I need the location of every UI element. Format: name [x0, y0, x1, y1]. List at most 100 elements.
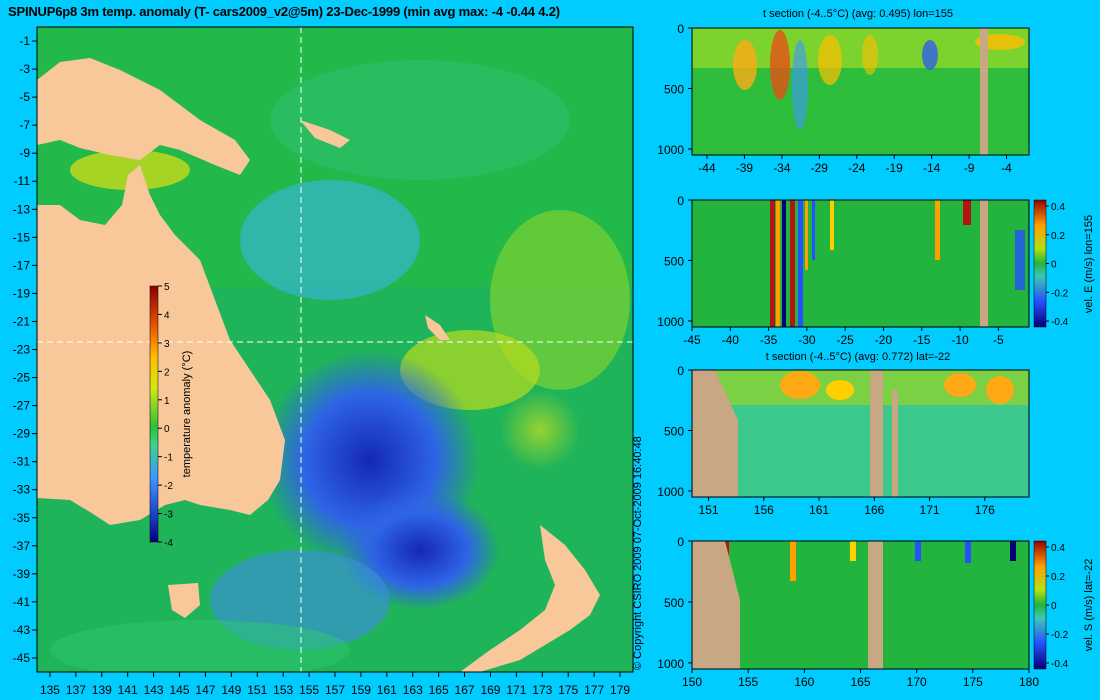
panel-3-temp-section: [691, 369, 1030, 498]
map-lon-tick-label: 147: [195, 683, 215, 697]
panel-4-colorbar-label: vel. S (m/s) lat=-22: [1083, 559, 1095, 652]
velocity-colorbar-tick-label: 0.4: [1051, 543, 1065, 554]
section-x-tick-label: -19: [886, 161, 904, 175]
colorbar-tick-label: 4: [164, 310, 170, 321]
panel-4-colorbar: [1033, 540, 1047, 670]
map-lon-tick-label: 167: [455, 683, 475, 697]
new-caledonia-land: [425, 315, 450, 340]
section-x-tick-label: -30: [798, 333, 816, 347]
new-zealand-land: [460, 525, 600, 672]
section-y-tick-label: 0: [677, 22, 684, 36]
map-lat-tick-label: -9: [19, 146, 30, 160]
velocity-colorbar-tick-label: -0.2: [1051, 630, 1069, 641]
map-lat-tick-label: -15: [13, 230, 31, 244]
map-lat-tick-label: -39: [13, 567, 31, 581]
map-lat-tick-label: -45: [13, 651, 31, 665]
velocity-colorbar-tick-label: 0.2: [1051, 231, 1065, 242]
panel-2-velocity-section: [691, 199, 1030, 328]
section-x-tick-label: 175: [963, 675, 983, 689]
section-x-tick-label: 150: [682, 675, 702, 689]
section-x-tick-label: -34: [773, 161, 791, 175]
map-lat-tick-label: -27: [13, 399, 31, 413]
section-x-tick-label: -15: [913, 333, 931, 347]
panel-2-ticks: -45 -40 -35 -30 -25 -20 -15 -10 -5 0 500 1000: [657, 194, 1004, 347]
section-x-tick-label: 156: [754, 503, 774, 517]
map-lat-tick-label: -17: [13, 258, 31, 272]
map-lat-tick-label: -1: [19, 34, 30, 48]
panel-2-colorbar-label: vel. E (m/s) lon=155: [1083, 215, 1095, 313]
colorbar-tick-label: 5: [164, 282, 170, 293]
map-lon-tick-label: 155: [299, 683, 319, 697]
map-lon-tick-label: 165: [429, 683, 449, 697]
section-x-tick-label: 151: [699, 503, 719, 517]
map-lon-tick-label: 149: [221, 683, 241, 697]
map-lat-tick-label: -21: [13, 314, 31, 328]
section-y-tick-label: 0: [677, 194, 684, 208]
section-x-tick-label: 171: [920, 503, 940, 517]
new-guinea-land: [37, 58, 250, 175]
section-x-tick-label: 155: [738, 675, 758, 689]
panel-2-colorbar-ticks: 0.4 0.2 0 -0.2 -0.4: [1046, 202, 1069, 328]
map-lon-tick-label: 161: [377, 683, 397, 697]
section-x-tick-label: -40: [722, 333, 740, 347]
map-lon-tick-label: 179: [610, 683, 630, 697]
section-x-tick-label: -35: [760, 333, 778, 347]
section-y-tick-label: 500: [664, 82, 684, 96]
map-lat-tick-label: -29: [13, 427, 31, 441]
tasmania-land: [168, 583, 200, 618]
map-lat-tick-label: -25: [13, 371, 31, 385]
colorbar-tick-label: 1: [164, 396, 170, 407]
map-lon-tick-label: 175: [558, 683, 578, 697]
australia-land: [37, 165, 285, 525]
section-y-tick-label: 1000: [657, 657, 684, 671]
section-x-tick-label: -14: [923, 161, 941, 175]
page-title: SPINUP6p8 3m temp. anomaly (T- cars2009_…: [8, 4, 560, 19]
panel-4-ticks: 150 155 160 165 170 175 180 0 500 1000: [657, 535, 1039, 689]
section-x-tick-label: 170: [907, 675, 927, 689]
map-lon-tick-label: 159: [351, 683, 371, 697]
solomon-islands-land: [300, 120, 350, 148]
temperature-colorbar: [149, 285, 159, 543]
section-y-tick-label: 1000: [657, 143, 684, 157]
section-x-tick-label: -39: [736, 161, 754, 175]
velocity-colorbar-tick-label: -0.4: [1051, 659, 1069, 670]
map-lat-tick-label: -3: [19, 62, 30, 76]
map-lat-tick-label: -37: [13, 539, 31, 553]
velocity-colorbar-tick-label: -0.2: [1051, 288, 1069, 299]
section-x-tick-label: -29: [811, 161, 829, 175]
section-x-tick-label: -9: [964, 161, 975, 175]
colorbar-tick-label: -2: [164, 481, 173, 492]
velocity-colorbar-tick-label: 0: [1051, 601, 1057, 612]
section-x-tick-label: -44: [698, 161, 716, 175]
map-lat-tick-label: -5: [19, 90, 30, 104]
section-x-tick-label: 165: [850, 675, 870, 689]
section-x-tick-label: 180: [1019, 675, 1039, 689]
panel-4-velocity-section: [691, 540, 1030, 670]
map-lat-tick-label: -13: [13, 202, 31, 216]
section-x-tick-label: -20: [875, 333, 893, 347]
map-lat-tick-label: -35: [13, 511, 31, 525]
map-lon-tick-label: 151: [247, 683, 267, 697]
section-x-tick-label: -25: [837, 333, 855, 347]
velocity-colorbar-tick-label: -0.4: [1051, 317, 1069, 328]
map-lon-tick-label: 137: [66, 683, 86, 697]
section-y-tick-label: 1000: [657, 315, 684, 329]
section-x-tick-label: -5: [993, 333, 1004, 347]
section-x-tick-label: 160: [794, 675, 814, 689]
velocity-colorbar-tick-label: 0.4: [1051, 202, 1065, 213]
map-lat-tick-label: -33: [13, 483, 31, 497]
map-lat-tick-label: -31: [13, 455, 31, 469]
temperature-colorbar-ticks: 5 4 3 2 1 0 -1 -2 -3 -4: [158, 282, 173, 549]
section-x-tick-label: -45: [683, 333, 701, 347]
section-x-tick-label: -4: [1001, 161, 1012, 175]
map-lon-tick-label: 143: [144, 683, 164, 697]
section-y-tick-label: 500: [664, 596, 684, 610]
colorbar-tick-label: -1: [164, 453, 173, 464]
section-x-tick-label: 176: [975, 503, 995, 517]
map-lat-tick-label: -11: [14, 174, 31, 188]
panel-1-temp-section: [691, 27, 1030, 156]
colorbar-tick-label: 3: [164, 339, 170, 350]
panel-3-title: t section (-4..5°C) (avg: 0.772) lat=-22: [766, 351, 950, 363]
